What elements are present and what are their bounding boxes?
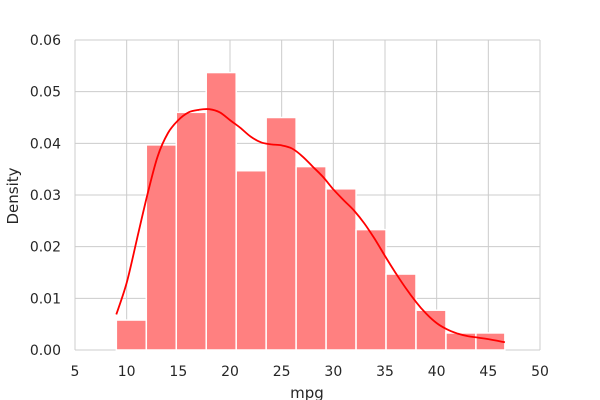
histogram-bar [145, 144, 178, 351]
x-tick-label: 10 [118, 364, 136, 380]
y-tick-label: 0.00 [30, 343, 61, 359]
histogram-bar [205, 71, 237, 351]
x-tick-label: 45 [479, 364, 497, 380]
x-tick-label: 25 [273, 364, 291, 380]
x-tick-label: 50 [531, 364, 549, 380]
y-axis-title: Density [4, 167, 22, 224]
histogram-bars [115, 71, 506, 351]
histogram-bar [445, 332, 477, 351]
x-tick-label: 20 [221, 364, 239, 380]
histogram-bar [115, 319, 148, 351]
histogram-bar [265, 116, 297, 351]
x-axis-title: mpg [290, 384, 324, 400]
y-tick-label: 0.06 [30, 33, 61, 49]
y-tick-label: 0.04 [30, 136, 61, 152]
x-tick-label: 30 [324, 364, 342, 380]
y-tick-label: 0.02 [30, 240, 61, 256]
x-tick-label: 40 [428, 364, 446, 380]
x-tick-label: 15 [169, 364, 187, 380]
histogram-bar [235, 169, 267, 351]
x-tick-label: 35 [376, 364, 394, 380]
histogram-bar [355, 228, 387, 351]
y-tick-label: 0.05 [30, 85, 61, 101]
y-tick-labels: 0.00 0.01 0.02 0.03 0.04 0.05 0.06 [30, 33, 61, 359]
histogram-bar [295, 165, 327, 351]
x-tick-label: 5 [71, 364, 80, 380]
x-tick-labels: 5 10 15 20 25 30 35 40 45 50 [71, 364, 549, 380]
histogram-bar [415, 309, 447, 351]
kde-curve-layer [115, 108, 506, 344]
histogram-bar [175, 111, 207, 351]
histogram-bar [385, 273, 417, 351]
y-tick-label: 0.03 [30, 188, 61, 204]
y-tick-label: 0.01 [30, 291, 61, 307]
kde-curve [115, 108, 506, 344]
histogram-bar [325, 188, 357, 351]
